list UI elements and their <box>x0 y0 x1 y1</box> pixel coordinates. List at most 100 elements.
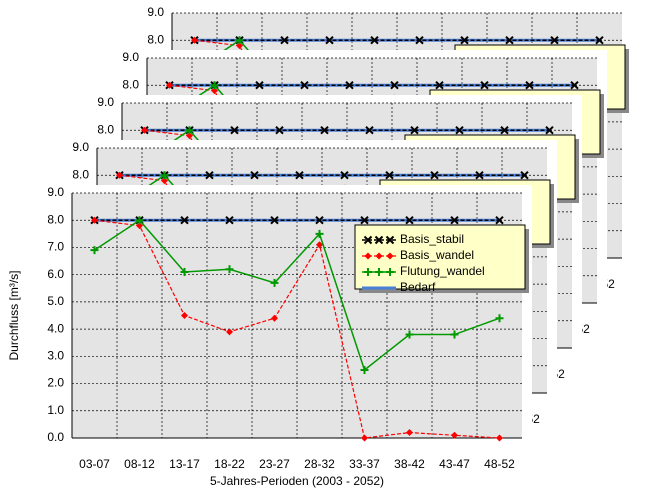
y-tick-label: 2.0 <box>47 376 64 390</box>
marker <box>460 36 469 45</box>
marker <box>500 126 509 135</box>
marker <box>435 81 444 90</box>
marker <box>480 81 489 90</box>
marker <box>180 267 189 276</box>
x-tick-label: 23-27 <box>259 457 290 471</box>
chart-window: 0.0 1.0 2.0 3.0 4.0 5.0 6.0 7.0 8.0 9.0 03-07 08-12… <box>0 185 532 493</box>
marker <box>191 36 198 44</box>
marker <box>160 171 169 180</box>
marker <box>570 81 579 90</box>
y-tick-label: 9.0 <box>97 95 114 109</box>
marker <box>250 171 259 180</box>
marker <box>316 241 323 249</box>
marker <box>226 328 233 336</box>
marker <box>386 268 394 276</box>
x-tick-label: 33-37 <box>349 457 380 471</box>
y-tick-label: 8.0 <box>47 212 64 226</box>
marker <box>230 126 239 135</box>
marker <box>185 126 194 135</box>
marker <box>360 365 369 374</box>
marker <box>211 87 218 95</box>
marker <box>374 235 384 245</box>
marker <box>116 171 123 179</box>
marker <box>235 36 244 45</box>
marker <box>181 312 188 319</box>
marker <box>550 36 559 45</box>
x-tick-label: 18-22 <box>214 457 245 471</box>
marker <box>430 171 439 180</box>
marker <box>270 278 279 287</box>
x-tick-label: 38-42 <box>394 457 425 471</box>
x-tick-label: 13-17 <box>169 457 200 471</box>
legend <box>354 224 526 290</box>
marker <box>360 216 369 225</box>
marker <box>270 216 279 225</box>
marker <box>495 314 504 323</box>
x-tick-label: 48-52 <box>484 457 515 471</box>
marker <box>345 81 354 90</box>
marker <box>135 216 144 225</box>
marker <box>364 252 372 260</box>
marker <box>375 268 383 276</box>
marker <box>410 126 419 135</box>
marker <box>363 235 373 245</box>
marker <box>236 42 243 50</box>
marker <box>455 126 464 135</box>
marker <box>385 235 395 245</box>
y-tick-label: 9.0 <box>47 185 64 199</box>
marker <box>280 36 289 45</box>
marker <box>91 216 98 224</box>
y-tick-label: 1.0 <box>47 403 64 417</box>
y-tick-label: 0.0 <box>47 430 64 444</box>
marker <box>166 81 173 89</box>
marker <box>385 171 394 180</box>
marker <box>180 216 189 225</box>
marker <box>325 36 334 45</box>
marker <box>415 36 424 45</box>
x-tick-label: 03-07 <box>79 457 110 471</box>
y-tick-label: 9.0 <box>72 140 89 154</box>
marker <box>225 265 234 274</box>
marker <box>451 431 458 439</box>
marker <box>365 126 374 135</box>
marker <box>390 81 399 90</box>
marker <box>90 246 99 255</box>
marker <box>375 252 383 260</box>
legend-label: Flutung_wandel <box>400 264 485 278</box>
marker <box>186 132 193 140</box>
x-tick-label: 28-32 <box>304 457 335 471</box>
legend-label: Bedarf <box>400 280 436 294</box>
y-tick-label: 9.0 <box>122 50 139 64</box>
y-tick-label: 8.0 <box>122 77 139 91</box>
y-tick-label: 8.0 <box>97 122 114 136</box>
marker <box>300 81 309 90</box>
marker <box>595 36 604 45</box>
x-axis-title: 5-Jahres-Perioden (2003 - 2052) <box>210 474 384 488</box>
legend-label: Basis_wandel <box>400 248 474 262</box>
marker <box>315 216 324 225</box>
y-tick-label: 9.0 <box>147 5 164 19</box>
marker <box>545 126 554 135</box>
marker <box>315 229 324 238</box>
series-line <box>94 219 500 372</box>
x-tick-label: 08-12 <box>124 457 155 471</box>
marker <box>496 434 503 442</box>
marker <box>405 330 414 339</box>
marker <box>255 81 264 90</box>
marker <box>364 268 372 276</box>
marker <box>475 171 484 180</box>
marker <box>141 126 148 134</box>
x-tick-label: 43-47 <box>439 457 470 471</box>
marker <box>225 216 234 225</box>
y-tick-label: 4.0 <box>47 321 64 335</box>
y-tick-label: 8.0 <box>147 32 164 46</box>
marker <box>525 81 534 90</box>
marker <box>295 171 304 180</box>
marker <box>505 36 514 45</box>
marker <box>450 330 459 339</box>
marker <box>136 222 143 230</box>
marker <box>340 171 349 180</box>
marker <box>271 314 278 322</box>
y-tick-label: 7.0 <box>47 240 64 254</box>
